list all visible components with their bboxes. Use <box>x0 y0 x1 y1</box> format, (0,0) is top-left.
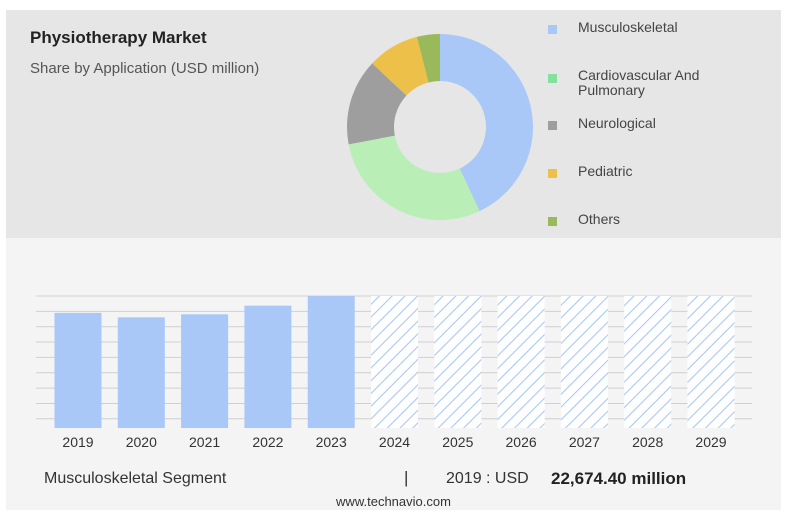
legend-label: Pediatric <box>578 163 633 179</box>
tick-label-2027: 2027 <box>569 434 600 450</box>
forecast-bar-2029 <box>687 296 735 428</box>
year-label: 2019 : USD <box>446 470 529 487</box>
chart-title: Physiotherapy Market <box>30 28 207 47</box>
forecast-bar-2025 <box>434 296 482 428</box>
legend-swatch <box>548 25 557 34</box>
legend-swatch <box>548 121 557 130</box>
legend-swatch <box>548 217 557 226</box>
bar-2022 <box>244 305 292 428</box>
tick-label-2028: 2028 <box>632 434 663 450</box>
segment-label: Musculoskeletal Segment <box>44 470 227 487</box>
legend-label: Musculoskeletal <box>578 19 678 35</box>
tick-label-2029: 2029 <box>695 434 726 450</box>
forecast-bar-2026 <box>497 296 545 428</box>
tick-label-2026: 2026 <box>506 434 537 450</box>
forecast-bar-2027 <box>560 296 608 428</box>
slice-neurological <box>347 63 407 145</box>
bar-2021 <box>181 314 229 428</box>
legend-label: Neurological <box>578 115 656 131</box>
bar-2020 <box>117 317 165 428</box>
source-credit: www.technavio.com <box>336 494 451 509</box>
legend-label: Cardiovascular And Pulmonary <box>578 67 700 98</box>
tick-label-2022: 2022 <box>252 434 283 450</box>
tick-label-2019: 2019 <box>62 434 93 450</box>
donut-chart <box>347 34 533 220</box>
bar-2019 <box>54 312 102 428</box>
legend-swatch <box>548 74 557 83</box>
footer-separator: | <box>404 468 409 487</box>
forecast-bar-2024 <box>371 296 418 428</box>
slice-musculoskeletal <box>440 34 533 212</box>
slice-others <box>416 34 440 83</box>
tick-label-2021: 2021 <box>189 434 220 450</box>
bar-2023 <box>307 296 355 428</box>
tick-label-2025: 2025 <box>442 434 473 450</box>
tick-label-2020: 2020 <box>126 434 157 450</box>
bar-chart: 2019 2020 2021 2022 2023 2024 2025 2026 2027 2028… <box>36 295 752 450</box>
chart-subtitle: Share by Application (USD million) <box>30 60 260 77</box>
slice-pediatric <box>372 36 429 96</box>
forecast-bar-2028 <box>624 296 672 428</box>
legend-label: Others <box>578 211 621 227</box>
slice-cardiovascular-and-pulmonary <box>348 135 480 220</box>
tick-label-2024: 2024 <box>379 434 410 450</box>
legend-swatch <box>548 169 557 178</box>
value-label: 22,674.40 million <box>551 469 687 488</box>
tick-label-2023: 2023 <box>316 434 347 450</box>
